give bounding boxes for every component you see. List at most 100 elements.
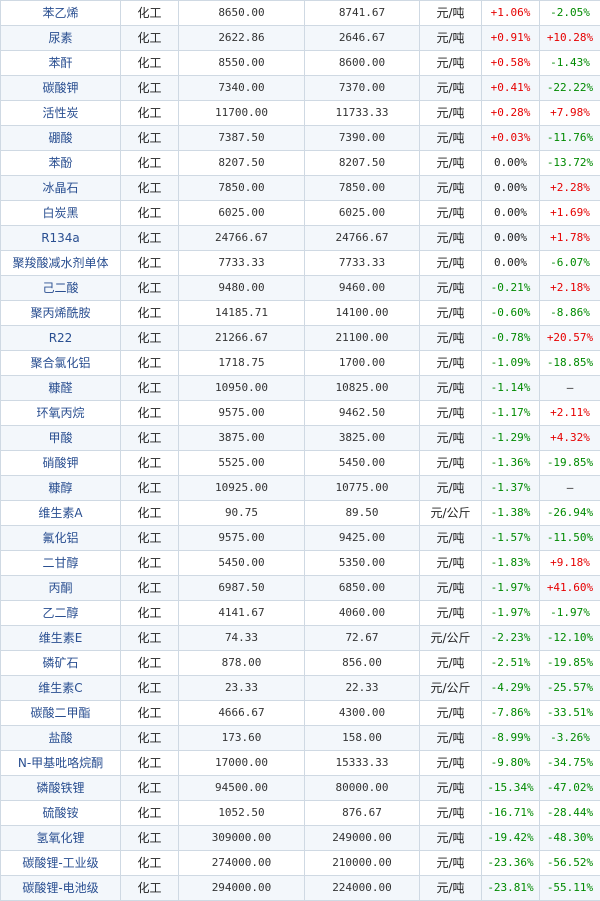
commodity-name-link[interactable]: 氟化铝 — [0, 525, 121, 551]
table-row: 聚合氯化铝 化工 1718.75 1700.00 元/吨 -1.09% -18.85% — [0, 350, 600, 376]
table-row: 聚丙烯酰胺 化工 14185.71 14100.00 元/吨 -0.60% -8.86% — [0, 300, 600, 326]
price-previous-cell: 249000.00 — [304, 825, 420, 851]
commodity-name-link[interactable]: 冰晶石 — [0, 175, 121, 201]
change-long-cell: -3.26% — [539, 725, 600, 751]
commodity-name-link[interactable]: 硫酸铵 — [0, 800, 121, 826]
price-previous-cell: 876.67 — [304, 800, 420, 826]
price-current-cell: 17000.00 — [178, 750, 305, 776]
commodity-name-link[interactable]: 聚羧酸减水剂单体 — [0, 250, 121, 276]
commodity-name-link[interactable]: 碳酸锂-电池级 — [0, 875, 121, 901]
commodity-name-link[interactable]: 氢氧化锂 — [0, 825, 121, 851]
price-previous-cell: 856.00 — [304, 650, 420, 676]
change-short-cell: -19.42% — [481, 825, 540, 851]
change-short-cell: -23.36% — [481, 850, 540, 876]
commodity-name-link[interactable]: 硼酸 — [0, 125, 121, 151]
price-previous-cell: 21100.00 — [304, 325, 420, 351]
change-short-cell: -4.29% — [481, 675, 540, 701]
unit-cell: 元/吨 — [419, 700, 482, 726]
commodity-name-link[interactable]: 白炭黑 — [0, 200, 121, 226]
change-long-cell: -1.43% — [539, 50, 600, 76]
unit-cell: 元/吨 — [419, 525, 482, 551]
table-row: 维生素A 化工 90.75 89.50 元/公斤 -1.38% -26.94% — [0, 500, 600, 526]
commodity-name-link[interactable]: N-甲基吡咯烷酮 — [0, 750, 121, 776]
commodity-name-link[interactable]: 聚合氯化铝 — [0, 350, 121, 376]
category-cell: 化工 — [120, 800, 179, 826]
commodity-name-link[interactable]: 糠醇 — [0, 475, 121, 501]
change-long-cell: -19.85% — [539, 650, 600, 676]
price-current-cell: 6025.00 — [178, 200, 305, 226]
table-row: 碳酸锂-工业级 化工 274000.00 210000.00 元/吨 -23.36% -56… — [0, 850, 600, 876]
unit-cell: 元/吨 — [419, 550, 482, 576]
table-row: 活性炭 化工 11700.00 11733.33 元/吨 +0.28% +7.98% — [0, 100, 600, 126]
price-previous-cell: 89.50 — [304, 500, 420, 526]
unit-cell: 元/吨 — [419, 100, 482, 126]
change-long-cell: -34.75% — [539, 750, 600, 776]
commodity-name-link[interactable]: 硝酸钾 — [0, 450, 121, 476]
commodity-name-link[interactable]: 己二酸 — [0, 275, 121, 301]
commodity-name-link[interactable]: 碳酸二甲酯 — [0, 700, 121, 726]
change-short-cell: -1.36% — [481, 450, 540, 476]
category-cell: 化工 — [120, 450, 179, 476]
price-current-cell: 10950.00 — [178, 375, 305, 401]
price-current-cell: 7850.00 — [178, 175, 305, 201]
commodity-name-link[interactable]: 环氧丙烷 — [0, 400, 121, 426]
price-previous-cell: 7850.00 — [304, 175, 420, 201]
category-cell: 化工 — [120, 225, 179, 251]
category-cell: 化工 — [120, 750, 179, 776]
price-previous-cell: 9460.00 — [304, 275, 420, 301]
commodity-name-link[interactable]: R134a — [0, 225, 121, 251]
commodity-name-link[interactable]: 维生素C — [0, 675, 121, 701]
commodity-name-link[interactable]: 苯酚 — [0, 150, 121, 176]
commodity-name-link[interactable]: 苯酐 — [0, 50, 121, 76]
unit-cell: 元/吨 — [419, 425, 482, 451]
change-long-cell: -11.50% — [539, 525, 600, 551]
commodity-name-link[interactable]: 乙二醇 — [0, 600, 121, 626]
category-cell: 化工 — [120, 875, 179, 901]
category-cell: 化工 — [120, 850, 179, 876]
commodity-name-link[interactable]: 糠醛 — [0, 375, 121, 401]
change-long-cell: -12.10% — [539, 625, 600, 651]
table-row: 乙二醇 化工 4141.67 4060.00 元/吨 -1.97% -1.97% — [0, 600, 600, 626]
change-short-cell: -1.29% — [481, 425, 540, 451]
unit-cell: 元/吨 — [419, 25, 482, 51]
commodity-name-link[interactable]: 二甘醇 — [0, 550, 121, 576]
commodity-name-link[interactable]: 盐酸 — [0, 725, 121, 751]
commodity-name-link[interactable]: R22 — [0, 325, 121, 351]
category-cell: 化工 — [120, 550, 179, 576]
price-current-cell: 274000.00 — [178, 850, 305, 876]
commodity-name-link[interactable]: 活性炭 — [0, 100, 121, 126]
price-current-cell: 7387.50 — [178, 125, 305, 151]
commodity-name-link[interactable]: 维生素E — [0, 625, 121, 651]
price-current-cell: 94500.00 — [178, 775, 305, 801]
commodity-name-link[interactable]: 维生素A — [0, 500, 121, 526]
change-long-cell: -1.97% — [539, 600, 600, 626]
price-previous-cell: 224000.00 — [304, 875, 420, 901]
commodity-name-link[interactable]: 丙酮 — [0, 575, 121, 601]
price-previous-cell: 7733.33 — [304, 250, 420, 276]
change-short-cell: 0.00% — [481, 250, 540, 276]
commodity-name-link[interactable]: 苯乙烯 — [0, 0, 121, 26]
change-long-cell: -18.85% — [539, 350, 600, 376]
change-short-cell: -1.17% — [481, 400, 540, 426]
category-cell: 化工 — [120, 25, 179, 51]
change-long-cell: +10.28% — [539, 25, 600, 51]
change-short-cell: -1.97% — [481, 600, 540, 626]
category-cell: 化工 — [120, 50, 179, 76]
commodity-name-link[interactable]: 甲酸 — [0, 425, 121, 451]
table-row: 甲酸 化工 3875.00 3825.00 元/吨 -1.29% +4.32% — [0, 425, 600, 451]
commodity-name-link[interactable]: 磷矿石 — [0, 650, 121, 676]
commodity-name-link[interactable]: 碳酸钾 — [0, 75, 121, 101]
unit-cell: 元/吨 — [419, 325, 482, 351]
commodity-name-link[interactable]: 磷酸铁锂 — [0, 775, 121, 801]
unit-cell: 元/吨 — [419, 775, 482, 801]
unit-cell: 元/吨 — [419, 875, 482, 901]
commodity-name-link[interactable]: 碳酸锂-工业级 — [0, 850, 121, 876]
table-row: 糠醇 化工 10925.00 10775.00 元/吨 -1.37% — — [0, 475, 600, 501]
change-long-cell: -48.30% — [539, 825, 600, 851]
price-previous-cell: 6025.00 — [304, 200, 420, 226]
commodity-name-link[interactable]: 聚丙烯酰胺 — [0, 300, 121, 326]
table-row: 糠醛 化工 10950.00 10825.00 元/吨 -1.14% — — [0, 375, 600, 401]
change-short-cell: -1.14% — [481, 375, 540, 401]
commodity-name-link[interactable]: 尿素 — [0, 25, 121, 51]
category-cell: 化工 — [120, 75, 179, 101]
